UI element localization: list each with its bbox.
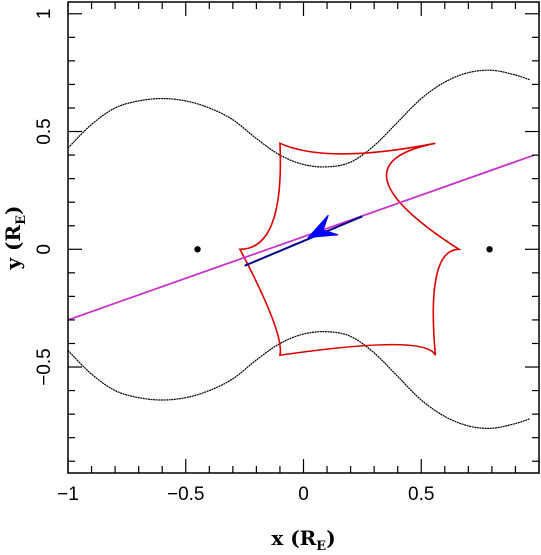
source-trajectory-line xyxy=(68,154,535,321)
y-tick-label: 1 xyxy=(34,8,55,19)
caustic-curve xyxy=(238,142,462,357)
x-tick-label: 0.5 xyxy=(408,484,434,505)
tick-marks xyxy=(67,2,540,473)
x-tick-label: −1 xyxy=(57,484,79,505)
plot-area xyxy=(68,69,535,429)
y-tick-label: −0.5 xyxy=(34,348,55,386)
y-axis-label: y (RE) xyxy=(1,205,29,270)
direction-arrow xyxy=(306,214,339,239)
x-tick-label: 0 xyxy=(298,484,309,505)
critical-curve-lower xyxy=(68,331,530,429)
source-track-line xyxy=(244,215,363,267)
x-tick-label: −0.5 xyxy=(167,484,205,505)
lens-marker-2 xyxy=(486,246,493,253)
tick-labels: −1 −0.5 0 0.5 −0.5 0 0.5 1 xyxy=(34,8,434,505)
lens-marker-1 xyxy=(194,246,201,253)
y-tick-label: 0.5 xyxy=(34,118,55,144)
critical-curve-upper xyxy=(68,69,530,168)
y-tick-label: 0 xyxy=(34,244,55,255)
x-axis-label: x (RE) xyxy=(271,526,335,554)
